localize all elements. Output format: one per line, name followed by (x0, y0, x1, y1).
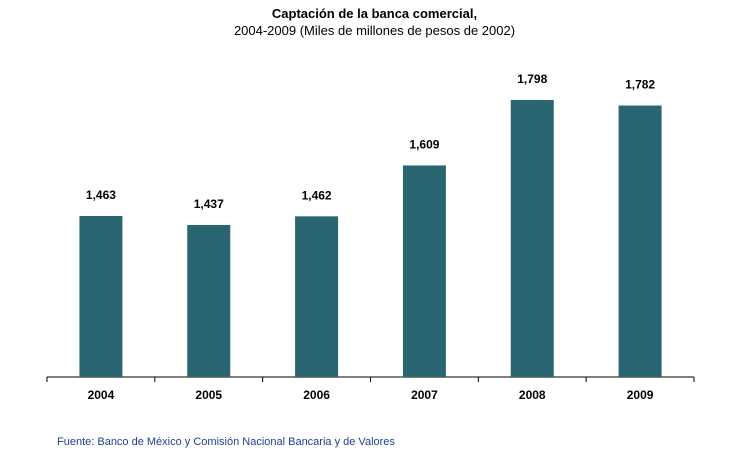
tick-label-2007: 2007 (411, 388, 438, 402)
chart-subtitle: 2004-2009 (Miles de millones de pesos de… (233, 23, 516, 38)
data-label-2006: 1,462 (302, 188, 332, 202)
data-label-2007: 1,609 (409, 137, 439, 151)
tick-label-2008: 2008 (519, 388, 546, 402)
tick-label-2009: 2009 (627, 388, 654, 402)
data-label-2009: 1,782 (625, 78, 655, 92)
source-note: Fuente: Banco de México y Comisión Nacio… (57, 436, 395, 448)
bar-2009 (618, 105, 662, 378)
bar-2007 (402, 165, 446, 377)
data-label-2004: 1,463 (86, 188, 116, 202)
bar-2006 (295, 216, 339, 377)
tick-label-2006: 2006 (303, 388, 330, 402)
tick-label-2004: 2004 (88, 388, 115, 402)
bar-2008 (510, 100, 554, 377)
bar-2004 (79, 215, 123, 377)
data-label-2008: 1,798 (517, 72, 547, 86)
bar-2005 (187, 225, 231, 377)
tick-label-2005: 2005 (195, 388, 222, 402)
chart-title: Captación de la banca comercial, (271, 6, 478, 21)
data-label-2005: 1,437 (194, 197, 224, 211)
